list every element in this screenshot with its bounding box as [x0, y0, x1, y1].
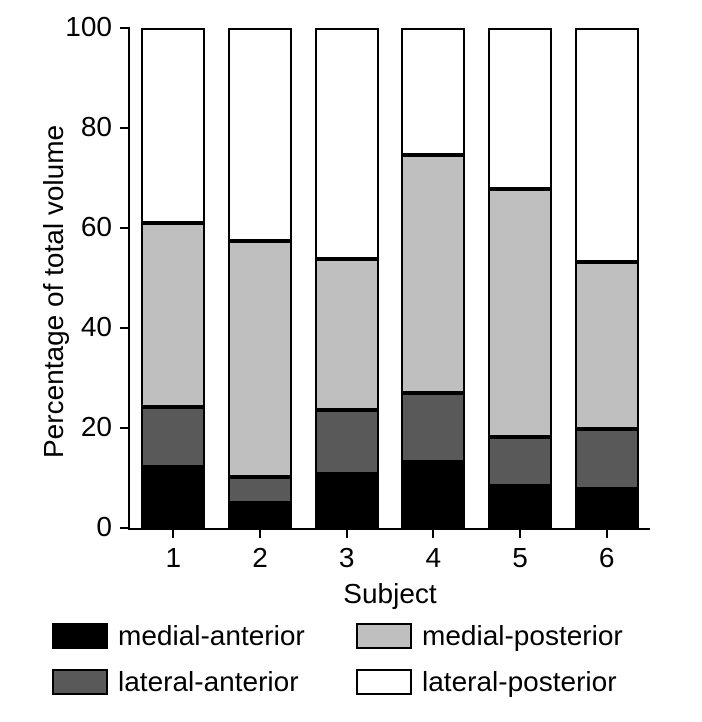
bar-segment-lateral-posterior	[141, 28, 205, 223]
legend-item-lateral-anterior: lateral-anterior	[52, 666, 332, 698]
bars-container	[130, 28, 650, 528]
bar-segment-lateral-anterior	[315, 410, 379, 474]
bar-segment-medial-posterior	[315, 259, 379, 410]
legend-item-medial-anterior: medial-anterior	[52, 620, 332, 652]
bar-group	[315, 28, 379, 528]
legend-swatch	[52, 623, 108, 649]
chart-figure: 020406080100 123456 Percentage of total …	[0, 0, 702, 722]
bar-group	[488, 28, 552, 528]
y-tick	[120, 127, 130, 129]
bar-segment-lateral-posterior	[575, 28, 639, 262]
legend-label: lateral-anterior	[118, 666, 299, 698]
bar-segment-lateral-posterior	[488, 28, 552, 189]
bar-segment-medial-anterior	[488, 486, 552, 528]
x-tick	[346, 528, 348, 538]
y-tick	[120, 327, 130, 329]
bar-segment-lateral-posterior	[401, 28, 465, 155]
bar-segment-lateral-anterior	[575, 429, 639, 489]
bar-segment-lateral-posterior	[315, 28, 379, 259]
x-tick	[606, 528, 608, 538]
bar-segment-medial-anterior	[401, 462, 465, 528]
x-axis-line	[128, 528, 650, 530]
legend-label: medial-anterior	[118, 620, 305, 652]
x-tick-label: 5	[477, 542, 564, 574]
bar-segment-lateral-anterior	[488, 437, 552, 486]
bar-segment-lateral-anterior	[228, 477, 292, 503]
x-axis-title: Subject	[130, 578, 650, 610]
y-tick-label: 100	[0, 11, 112, 43]
x-tick-label: 3	[303, 542, 390, 574]
y-axis-title: Percentage of total volume	[38, 125, 70, 458]
bar-segment-medial-posterior	[228, 241, 292, 478]
legend-item-medial-posterior: medial-posterior	[356, 620, 623, 652]
x-tick	[432, 528, 434, 538]
bar-segment-medial-anterior	[315, 474, 379, 528]
bar-segment-medial-anterior	[575, 489, 639, 528]
y-tick	[120, 227, 130, 229]
y-tick	[120, 27, 130, 29]
legend-swatch	[356, 669, 412, 695]
x-tick-label: 6	[563, 542, 650, 574]
y-tick	[120, 427, 130, 429]
bar-group	[575, 28, 639, 528]
legend-swatch	[356, 623, 412, 649]
x-tick-label: 2	[217, 542, 304, 574]
legend-item-lateral-posterior: lateral-posterior	[356, 666, 617, 698]
legend: medial-anterior medial-posterior lateral-a…	[52, 620, 623, 698]
bar-segment-lateral-anterior	[141, 407, 205, 467]
bar-group	[401, 28, 465, 528]
bar-segment-lateral-posterior	[228, 28, 292, 241]
bar-segment-medial-posterior	[575, 262, 639, 429]
y-tick	[120, 527, 130, 529]
legend-row: medial-anterior medial-posterior	[52, 620, 623, 652]
bar-segment-medial-posterior	[488, 189, 552, 437]
legend-row: lateral-anterior lateral-posterior	[52, 666, 623, 698]
legend-swatch	[52, 669, 108, 695]
x-tick	[519, 528, 521, 538]
bar-segment-medial-anterior	[141, 467, 205, 528]
bar-segment-medial-posterior	[401, 155, 465, 393]
bar-segment-lateral-anterior	[401, 393, 465, 462]
bar-group	[228, 28, 292, 528]
x-tick-label: 4	[390, 542, 477, 574]
bar-segment-medial-anterior	[228, 503, 292, 528]
x-tick	[259, 528, 261, 538]
x-tick	[172, 528, 174, 538]
bar-segment-medial-posterior	[141, 223, 205, 407]
legend-label: lateral-posterior	[422, 666, 617, 698]
y-tick-label: 0	[0, 511, 112, 543]
bar-group	[141, 28, 205, 528]
x-tick-label: 1	[130, 542, 217, 574]
legend-label: medial-posterior	[422, 620, 623, 652]
